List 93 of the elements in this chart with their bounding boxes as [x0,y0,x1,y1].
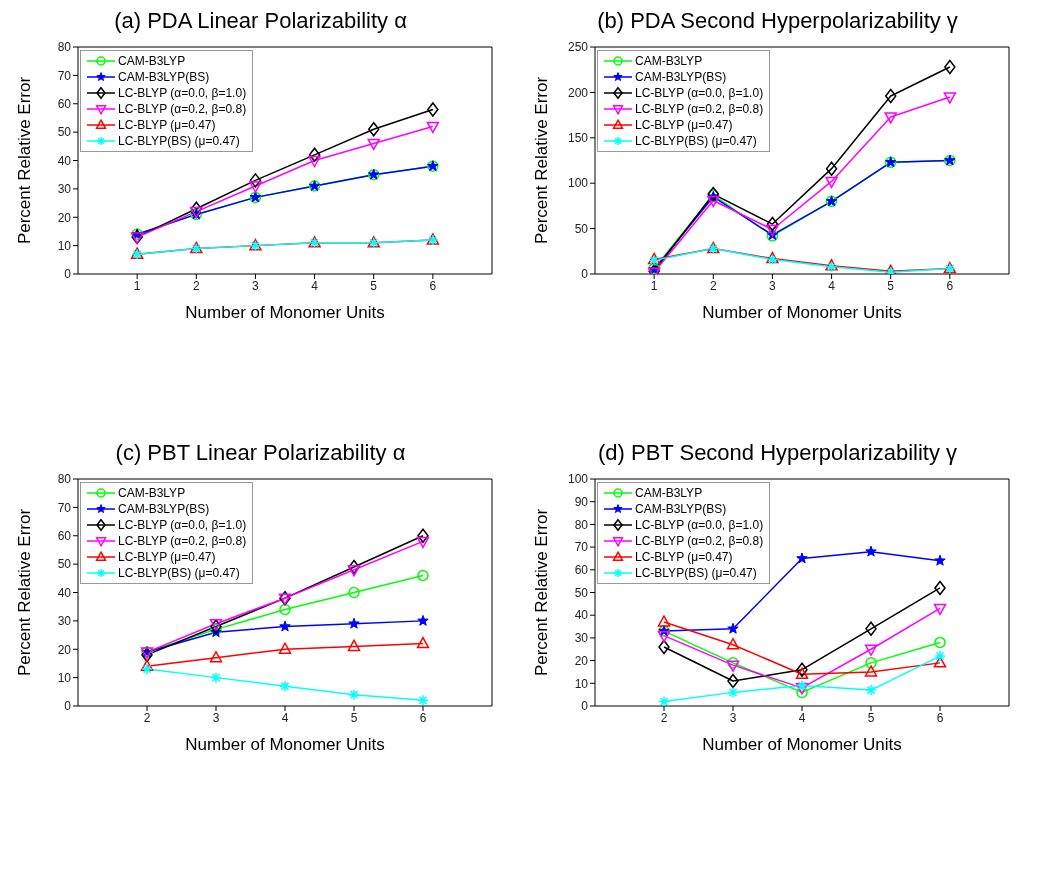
y-tick-label: 150 [567,131,589,146]
y-tick-label: 60 [574,563,589,578]
y-tick-label: 70 [57,68,72,83]
legend-label: LC-BLYP (μ=0.47) [118,118,216,132]
legend-label: CAM-B3LYP [635,54,703,68]
x-tick-label: 4 [281,710,289,725]
y-tick-label: 0 [581,267,589,282]
y-tick-label: 200 [567,85,589,100]
y-tick-label: 30 [574,631,589,646]
legend-label: CAM-B3LYP [635,486,703,500]
x-axis-title: Number of Monomer Units [185,303,385,322]
x-tick-label: 5 [350,710,358,725]
y-tick-label: 0 [64,699,72,714]
chart-title: (b) PDA Second Hyperpolarizability γ [596,8,959,35]
chart-title: (c) PBT Linear Polarizability α [114,440,407,467]
y-tick-label: 10 [57,238,72,253]
y-tick-label: 0 [64,267,72,282]
x-tick-label: 5 [887,278,895,293]
y-tick-label: 50 [57,125,72,140]
x-tick-label: 2 [192,278,200,293]
y-tick-label: 50 [574,585,589,600]
y-tick-label: 60 [57,529,72,544]
y-tick-label: 40 [57,153,72,168]
y-tick-label: 70 [574,540,589,555]
y-axis-title: Percent Relative Error [15,76,35,245]
y-tick-label: 20 [57,210,72,225]
x-tick-label: 5 [370,278,378,293]
legend-label: LC-BLYP(BS) (μ=0.47) [118,134,240,148]
y-tick-label: 20 [57,642,72,657]
legend-label: LC-BLYP (α=0.2, β=0.8) [635,102,764,116]
legend-label: CAM-B3LYP [118,54,186,68]
legend-label: LC-BLYP(BS) (μ=0.47) [118,566,240,580]
legend-label: CAM-B3LYP(BS) [118,70,210,84]
legend-label: LC-BLYP (μ=0.47) [635,118,733,132]
legend-label: LC-BLYP (α=0.2, β=0.8) [635,534,764,548]
y-tick-label: 250 [567,40,589,55]
x-tick-label: 1 [650,278,658,293]
x-axis-title: Number of Monomer Units [702,735,902,754]
legend-label: LC-BLYP (α=0.0, β=1.0) [635,518,764,532]
legend-label: CAM-B3LYP [118,486,186,500]
x-tick-label: 6 [429,278,437,293]
x-axis-title: Number of Monomer Units [185,735,385,754]
x-tick-label: 2 [143,710,151,725]
legend-label: LC-BLYP (α=0.0, β=1.0) [118,518,247,532]
x-tick-label: 1 [133,278,141,293]
x-tick-label: 2 [709,278,717,293]
x-tick-label: 6 [419,710,427,725]
x-tick-label: 2 [660,710,668,725]
y-tick-label: 80 [574,517,589,532]
x-tick-label: 4 [311,278,319,293]
y-tick-label: 50 [574,221,589,236]
legend-label: LC-BLYP (μ=0.47) [118,550,216,564]
y-tick-label: 0 [581,699,589,714]
y-tick-label: 60 [57,97,72,112]
y-tick-label: 80 [57,472,72,487]
y-tick-label: 100 [567,176,589,191]
y-axis-title: Percent Relative Error [532,76,552,245]
legend-label: LC-BLYP (α=0.0, β=1.0) [635,86,764,100]
legend-label: CAM-B3LYP(BS) [635,502,727,516]
y-tick-label: 10 [57,670,72,685]
legend-label: LC-BLYP(BS) (μ=0.47) [635,566,757,580]
y-tick-label: 100 [567,472,589,487]
chart-title: (d) PBT Second Hyperpolarizability γ [596,440,959,467]
y-tick-label: 20 [574,653,589,668]
x-tick-label: 3 [729,710,737,725]
x-tick-label: 3 [212,710,220,725]
legend-label: LC-BLYP(BS) (μ=0.47) [635,134,757,148]
y-tick-label: 70 [57,500,72,515]
legend-label: LC-BLYP (α=0.2, β=0.8) [118,534,247,548]
y-tick-label: 40 [574,608,589,623]
x-tick-label: 3 [769,278,777,293]
x-tick-label: 5 [867,710,875,725]
x-tick-label: 6 [946,278,954,293]
y-axis-title: Percent Relative Error [532,508,552,677]
y-tick-label: 10 [574,676,589,691]
x-tick-label: 3 [252,278,260,293]
legend-label: CAM-B3LYP(BS) [635,70,727,84]
y-tick-label: 30 [57,614,72,629]
legend-label: LC-BLYP (α=0.2, β=0.8) [118,102,247,116]
x-tick-label: 6 [936,710,944,725]
y-tick-label: 50 [57,557,72,572]
y-tick-label: 80 [57,40,72,55]
chart-title: (a) PDA Linear Polarizability α [113,8,408,35]
y-tick-label: 30 [57,182,72,197]
legend-label: CAM-B3LYP(BS) [118,502,210,516]
y-axis-title: Percent Relative Error [15,508,35,677]
y-tick-label: 90 [574,494,589,509]
x-tick-label: 4 [828,278,836,293]
x-tick-label: 4 [798,710,806,725]
legend-label: LC-BLYP (α=0.0, β=1.0) [118,86,247,100]
x-axis-title: Number of Monomer Units [702,303,902,322]
y-tick-label: 40 [57,585,72,600]
legend-label: LC-BLYP (μ=0.47) [635,550,733,564]
